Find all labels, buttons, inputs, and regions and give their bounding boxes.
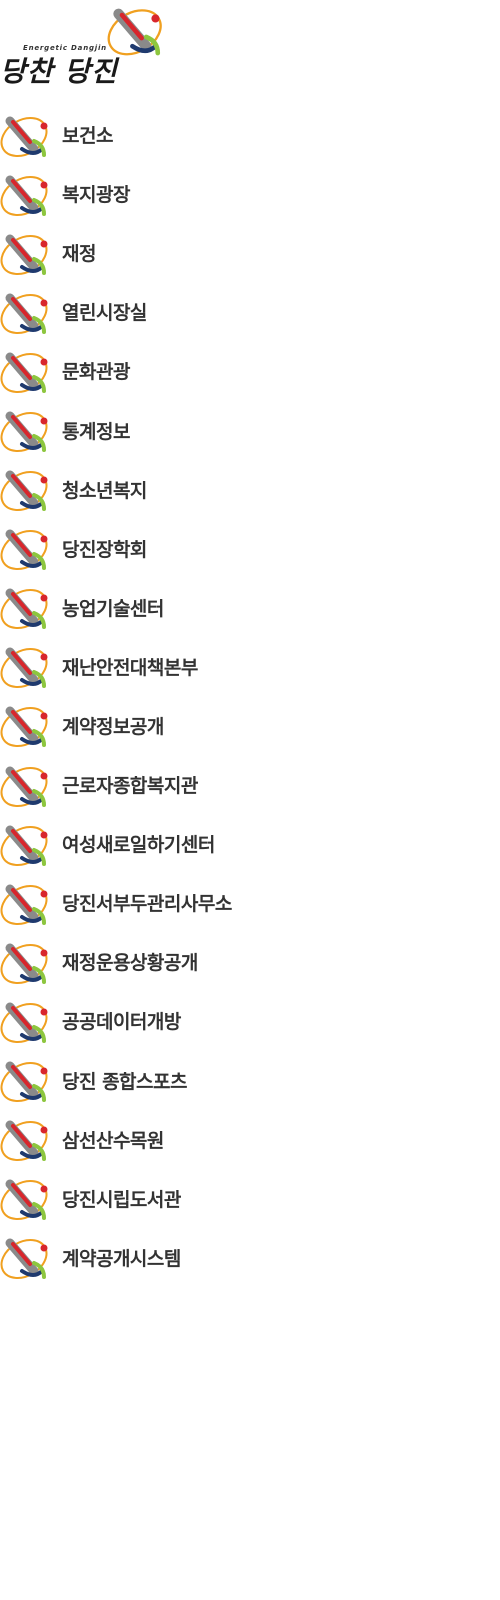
site-link-label[interactable]: 당진 종합스포츠 [62, 1070, 187, 1093]
site-link-item[interactable]: 복지광장 [0, 164, 500, 223]
site-link-label[interactable]: 재난안전대책본부 [62, 656, 198, 679]
site-link-label[interactable]: 당진서부두관리사무소 [62, 893, 232, 916]
site-link-item[interactable]: 계약공개시스템 [0, 1228, 500, 1287]
site-link-item[interactable]: 당진 종합스포츠 [0, 1051, 500, 1110]
site-link-item[interactable]: 재난안전대책본부 [0, 637, 500, 696]
site-link-item[interactable]: 재정 [0, 223, 500, 282]
site-link-item[interactable]: 통계정보 [0, 400, 500, 459]
site-link-label[interactable]: 당진장학회 [62, 538, 147, 561]
site-link-item[interactable]: 보건소 [0, 105, 500, 164]
dangjin-emblem-icon [0, 404, 52, 456]
site-link-item[interactable]: 농업기술센터 [0, 578, 500, 637]
site-header: Energetic Dangjin 당찬 당진 [0, 0, 175, 90]
site-link-label[interactable]: 보건소 [62, 125, 113, 148]
site-link-item[interactable]: 여성새로일하기센터 [0, 814, 500, 873]
site-link-label[interactable]: 복지광장 [62, 184, 130, 207]
site-link-label[interactable]: 재정 [62, 243, 96, 266]
dangjin-emblem-icon [0, 936, 52, 988]
dangjin-emblem-icon [0, 640, 52, 692]
site-link-item[interactable]: 삼선산수목원 [0, 1110, 500, 1169]
dangjin-emblem-icon [0, 1231, 52, 1283]
dangjin-emblem-icon [0, 168, 52, 220]
site-link-item[interactable]: 당진장학회 [0, 519, 500, 578]
site-link-item[interactable]: 청소년복지 [0, 460, 500, 519]
site-link-label[interactable]: 청소년복지 [62, 479, 147, 502]
dangjin-emblem-icon [0, 759, 52, 811]
site-link-label[interactable]: 당진시립도서관 [62, 1188, 181, 1211]
dangjin-emblem-icon [0, 227, 52, 279]
site-link-label[interactable]: 열린시장실 [62, 302, 147, 325]
site-link-item[interactable]: 열린시장실 [0, 282, 500, 341]
site-link-label[interactable]: 삼선산수목원 [62, 1129, 164, 1152]
site-link-label[interactable]: 농업기술센터 [62, 597, 164, 620]
site-link-label[interactable]: 재정운용상황공개 [62, 952, 198, 975]
site-link-item[interactable]: 재정운용상황공개 [0, 932, 500, 991]
site-link-item[interactable]: 당진서부두관리사무소 [0, 873, 500, 932]
site-link-label[interactable]: 공공데이터개방 [62, 1011, 181, 1034]
site-link-item[interactable]: 계약정보공개 [0, 696, 500, 755]
site-link-label[interactable]: 근로자종합복지관 [62, 775, 198, 798]
dangjin-emblem-icon [0, 995, 52, 1047]
dangjin-emblem-icon [0, 699, 52, 751]
site-link-item[interactable]: 문화관광 [0, 341, 500, 400]
slogan-korean: 당찬 당진 [0, 55, 118, 88]
dangjin-emblem-icon [0, 286, 52, 338]
dangjin-emblem-icon [0, 1113, 52, 1165]
dangjin-emblem-icon [0, 463, 52, 515]
site-link-label[interactable]: 여성새로일하기센터 [62, 834, 215, 857]
dangjin-emblem-icon [0, 1054, 52, 1106]
dangjin-emblem-icon [0, 522, 52, 574]
dangjin-emblem-icon [0, 345, 52, 397]
dangjin-emblem-icon [0, 877, 52, 929]
site-link-label[interactable]: 계약정보공개 [62, 715, 164, 738]
dangjin-emblem-icon [0, 818, 52, 870]
site-link-label[interactable]: 통계정보 [62, 420, 130, 443]
dangjin-emblem-icon [104, 0, 170, 60]
dangjin-emblem-icon [0, 109, 52, 161]
site-link-label[interactable]: 문화관광 [62, 361, 130, 384]
site-link-label[interactable]: 계약공개시스템 [62, 1247, 181, 1270]
site-link-item[interactable]: 당진시립도서관 [0, 1169, 500, 1228]
slogan-english: Energetic Dangjin [23, 44, 107, 52]
site-link-item[interactable]: 근로자종합복지관 [0, 755, 500, 814]
dangjin-emblem-icon [0, 1172, 52, 1224]
site-link-item[interactable]: 공공데이터개방 [0, 991, 500, 1050]
dangjin-emblem-icon [0, 581, 52, 633]
